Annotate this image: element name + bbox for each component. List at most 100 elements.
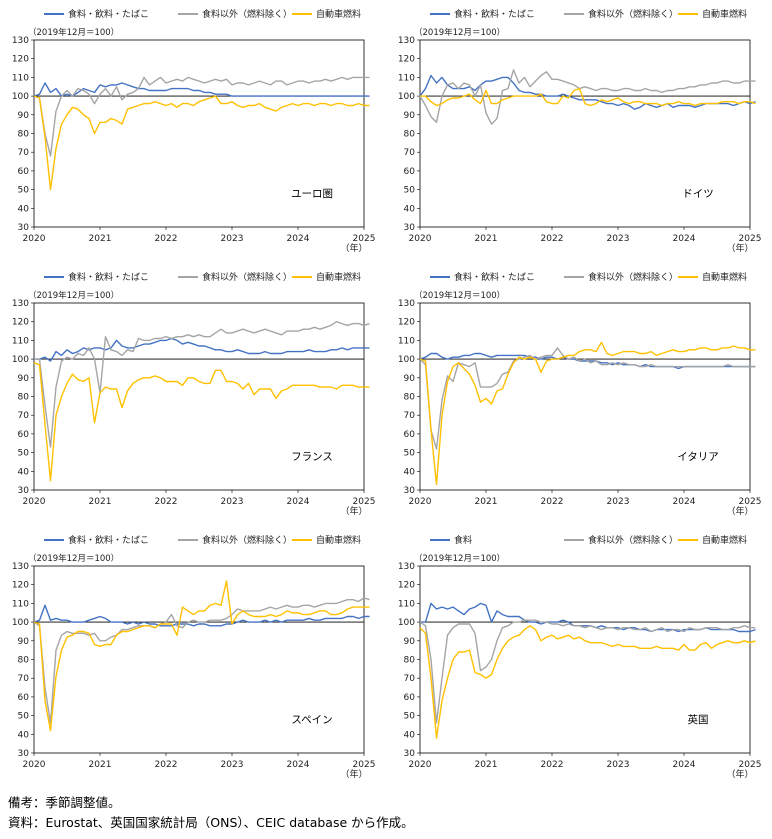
- chart-germany: 食料・飲料・たばこ 食料以外（燃料除く） 自動車燃料 （2019年12月＝100） 30…: [398, 8, 762, 254]
- note-remarks: 備考：季節調整値。: [8, 795, 121, 810]
- y-tick-label: 40: [18, 467, 30, 477]
- x-unit-label: （年）: [340, 242, 367, 254]
- y-tick-label: 50: [404, 186, 416, 196]
- y-tick-label: 70: [404, 411, 416, 421]
- y-tick-label: 50: [18, 449, 30, 459]
- x-tick-label: 2022: [155, 497, 178, 507]
- y-tick-label: 90: [404, 637, 416, 647]
- y-tick-label: 110: [398, 73, 415, 83]
- y-tick-label: 120: [12, 581, 29, 591]
- x-tick-label: 2023: [221, 234, 244, 244]
- x-tick-label: 2024: [287, 760, 310, 770]
- panel-eurozone: 食料・飲料・たばこ 食料以外（燃料除く） 自動車燃料 （2019年12月＝100） 30…: [0, 0, 386, 263]
- x-tick-label: 2021: [475, 760, 498, 770]
- country-label: ドイツ: [682, 188, 714, 200]
- x-tick-label: 2024: [673, 497, 696, 507]
- series-line-1: [34, 337, 370, 362]
- series-line-2: [419, 619, 756, 724]
- y-tick-label: 110: [12, 73, 29, 83]
- series-line-1: [33, 604, 370, 627]
- y-tick-label: 40: [18, 730, 30, 740]
- y-tick-label: 120: [12, 318, 29, 328]
- y-tick-label: 100: [398, 618, 415, 628]
- x-tick-label: 2024: [287, 234, 310, 244]
- y-tick-label: 80: [18, 656, 30, 666]
- x-tick-label: 2021: [89, 234, 112, 244]
- y-tick-label: 80: [404, 656, 416, 666]
- legend-label: 食料: [454, 534, 472, 546]
- x-tick-label: 2022: [541, 760, 564, 770]
- x-tick-label: 2020: [409, 760, 432, 770]
- panel-germany: 食料・飲料・たばこ 食料以外（燃料除く） 自動車燃料 （2019年12月＝100） 30…: [386, 0, 772, 263]
- x-tick-label: 2022: [155, 234, 178, 244]
- legend-label: 食料・飲料・たばこ: [68, 271, 149, 283]
- y-tick-label: 50: [404, 712, 416, 722]
- y-tick-label: 100: [12, 92, 29, 102]
- y-tick-label: 30: [18, 486, 30, 496]
- country-label: イタリア: [677, 451, 719, 463]
- legend-label: 食料以外（燃料除く）: [202, 271, 292, 283]
- x-tick-label: 2021: [89, 497, 112, 507]
- y-tick-label: 130: [398, 562, 415, 572]
- y-tick-label: 100: [398, 355, 415, 365]
- y-tick-label: 40: [404, 204, 416, 214]
- panel-uk: 食料 食料以外（燃料除く） 自動車燃料 （2019年12月＝100） 30 40 50 60 7…: [386, 526, 772, 789]
- y-tick-label: 110: [12, 599, 29, 609]
- y-tick-label: 50: [404, 449, 416, 459]
- legend-label: 食料以外（燃料除く）: [588, 534, 678, 546]
- country-label: フランス: [291, 451, 333, 463]
- x-unit-label: （年）: [340, 505, 367, 517]
- series-line-3: [33, 580, 370, 732]
- chart-subtitle: （2019年12月＝100）: [28, 290, 119, 301]
- y-tick-label: 60: [18, 693, 30, 703]
- series-line-2: [419, 69, 756, 125]
- country-label: 英国: [688, 713, 709, 726]
- x-tick-label: 2025: [353, 497, 376, 507]
- legend-label: 食料・飲料・たばこ: [454, 8, 535, 20]
- y-tick-label: 80: [404, 393, 416, 403]
- legend-label: 自動車燃料: [702, 8, 747, 20]
- y-tick-label: 70: [404, 674, 416, 684]
- x-tick-label: 2024: [287, 497, 310, 507]
- x-tick-label: 2025: [353, 234, 376, 244]
- panel-spain: 食料・飲料・たばこ 食料以外（燃料除く） 自動車燃料 （2019年12月＝100） 30…: [0, 526, 386, 789]
- y-tick-label: 110: [12, 336, 29, 346]
- chart-spain: 食料・飲料・たばこ 食料以外（燃料除く） 自動車燃料 （2019年12月＝100） 30…: [12, 534, 376, 780]
- x-unit-label: （年）: [726, 505, 753, 517]
- legend-label: 自動車燃料: [702, 271, 747, 283]
- x-tick-label: 2022: [541, 497, 564, 507]
- x-tick-label: 2022: [155, 760, 178, 770]
- x-tick-label: 2023: [221, 760, 244, 770]
- x-tick-label: 2023: [607, 497, 630, 507]
- legend-label: 食料以外（燃料除く）: [202, 534, 292, 546]
- panel-france: 食料・飲料・たばこ 食料以外（燃料除く） 自動車燃料 （2019年12月＝100） 30…: [0, 263, 386, 526]
- x-tick-label: 2021: [89, 760, 112, 770]
- chart-subtitle: （2019年12月＝100）: [414, 290, 505, 301]
- series-line-2: [34, 321, 370, 448]
- y-tick-label: 30: [404, 749, 416, 759]
- x-tick-label: 2020: [23, 234, 46, 244]
- legend-label: 自動車燃料: [316, 534, 361, 546]
- y-tick-label: 130: [12, 562, 29, 572]
- chart-eurozone: 食料・飲料・たばこ 食料以外（燃料除く） 自動車燃料 （2019年12月＝100） 30…: [12, 8, 376, 254]
- y-tick-label: 80: [18, 393, 30, 403]
- x-tick-label: 2020: [409, 234, 432, 244]
- x-tick-label: 2024: [673, 234, 696, 244]
- series-line-3: [419, 341, 756, 486]
- x-tick-label: 2020: [23, 497, 46, 507]
- y-tick-label: 130: [12, 36, 29, 46]
- y-tick-label: 60: [404, 167, 416, 177]
- y-tick-label: 130: [398, 36, 415, 46]
- y-tick-label: 90: [404, 111, 416, 121]
- y-tick-label: 90: [18, 637, 30, 647]
- x-tick-label: 2024: [673, 760, 696, 770]
- series-line-2: [33, 597, 370, 724]
- x-unit-label: （年）: [340, 768, 367, 780]
- legend-label: 食料以外（燃料除く）: [588, 271, 678, 283]
- legend-label: 食料・飲料・たばこ: [68, 8, 149, 20]
- y-tick-label: 30: [404, 486, 416, 496]
- y-tick-label: 40: [404, 730, 416, 740]
- x-tick-label: 2023: [607, 234, 630, 244]
- y-tick-label: 70: [18, 148, 30, 158]
- panel-italy: 食料・飲料・たばこ 食料以外（燃料除く） 自動車燃料 （2019年12月＝100） 30…: [386, 263, 772, 526]
